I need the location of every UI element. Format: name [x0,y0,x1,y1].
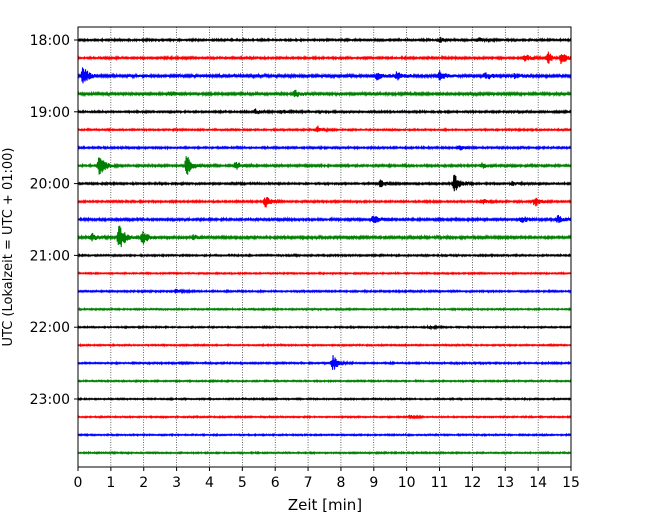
x-tick-label: 11 [431,475,449,491]
x-tick-label: 0 [74,475,83,491]
trace-1945 [77,156,572,175]
trace-1900 [77,108,572,115]
trace-1830 [77,67,572,84]
x-tick-label: 7 [304,475,313,491]
x-tick-label: 13 [496,475,514,491]
trace-2130 [77,288,572,295]
x-axis-ticks: 0 1 2 3 4 5 6 7 8 9 10 11 12 13 14 15 [74,467,580,491]
y-tick-label: 19:00 [30,105,70,121]
x-tick-label: 12 [463,475,481,491]
x-axis-label: Zeit [min] [288,496,362,514]
x-tick-label: 8 [336,475,345,491]
trace-1800 [77,36,572,44]
y-tick-label: 20:00 [30,177,70,193]
trace-2145 [77,306,572,312]
x-tick-label: 2 [139,475,148,491]
x-tick-label: 1 [106,475,115,491]
trace-2230 [77,355,572,370]
trace-1815 [77,51,572,65]
x-tick-label: 4 [205,475,214,491]
trace-2030 [77,214,572,224]
trace-2115 [77,271,572,276]
grid-lines [110,27,539,467]
trace-2200 [77,324,572,331]
y-tick-label: 18:00 [30,33,70,49]
x-tick-label: 15 [562,475,580,491]
trace-2330 [77,432,572,438]
x-tick-label: 14 [529,475,547,491]
x-tick-label: 3 [172,475,181,491]
trace-1915 [77,125,572,133]
y-axis-ticks: 18:00 19:00 20:00 21:00 22:00 23:00 [30,33,78,408]
x-tick-label: 9 [369,475,378,491]
trace-2045 [77,225,572,248]
x-tick-label: 10 [398,475,416,491]
trace-1845 [77,89,572,98]
y-tick-label: 21:00 [30,248,70,264]
trace-2000 [77,174,572,192]
trace-2245 [77,378,572,384]
y-tick-label: 22:00 [30,320,70,336]
x-tick-label: 5 [238,475,247,491]
y-axis-label: UTC (Lokalzeit = UTC + 01:00) [1,148,16,347]
x-tick-label: 6 [271,475,280,491]
trace-group [77,36,572,456]
trace-2015 [77,197,572,208]
trace-2300 [77,396,572,402]
trace-2215 [77,342,572,348]
trace-1930 [77,144,572,151]
trace-2345 [77,450,572,456]
y-tick-label: 23:00 [30,392,70,408]
trace-2100 [77,252,572,259]
plot-frame [77,26,572,468]
trace-2315 [77,414,572,420]
